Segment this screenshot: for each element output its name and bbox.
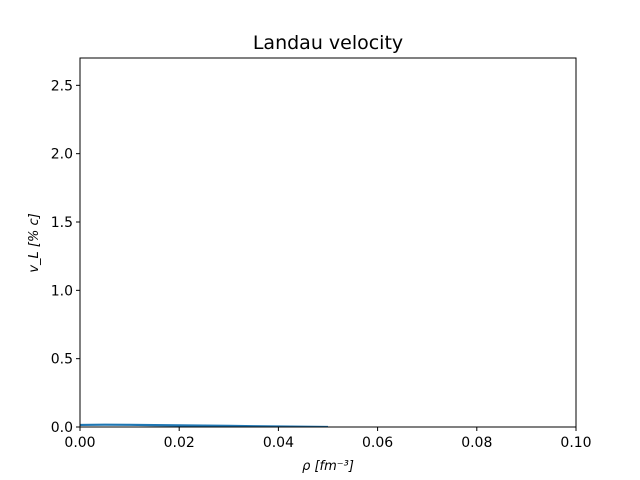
chart-title: Landau velocity [253,32,403,54]
y-tick-label: 1.0 [51,283,73,299]
y-axis-label: v_L [% c] [27,213,42,272]
y-axis-ticks: 0.0 0.5 1.0 1.5 2.0 2.5 [51,78,80,436]
x-tick-label: 0.06 [362,435,393,451]
y-tick-label: 1.5 [51,215,73,231]
y-tick-label: 0.5 [51,352,73,368]
x-tick-label: 0.00 [64,435,95,451]
y-tick-label: 0.0 [51,420,73,436]
x-tick-label: 0.08 [461,435,492,451]
x-axis-ticks: 0.00 0.02 0.04 0.06 0.08 0.10 [64,427,592,451]
x-tick-label: 0.10 [560,435,591,451]
x-tick-label: 0.04 [263,435,294,451]
plot-area [79,57,577,428]
y-tick-label: 2.0 [51,147,73,163]
axes-frame [79,57,577,428]
x-axis-label: ρ [fm⁻³] [302,459,354,474]
x-tick-label: 0.02 [164,435,195,451]
y-tick-label: 2.5 [51,78,73,94]
